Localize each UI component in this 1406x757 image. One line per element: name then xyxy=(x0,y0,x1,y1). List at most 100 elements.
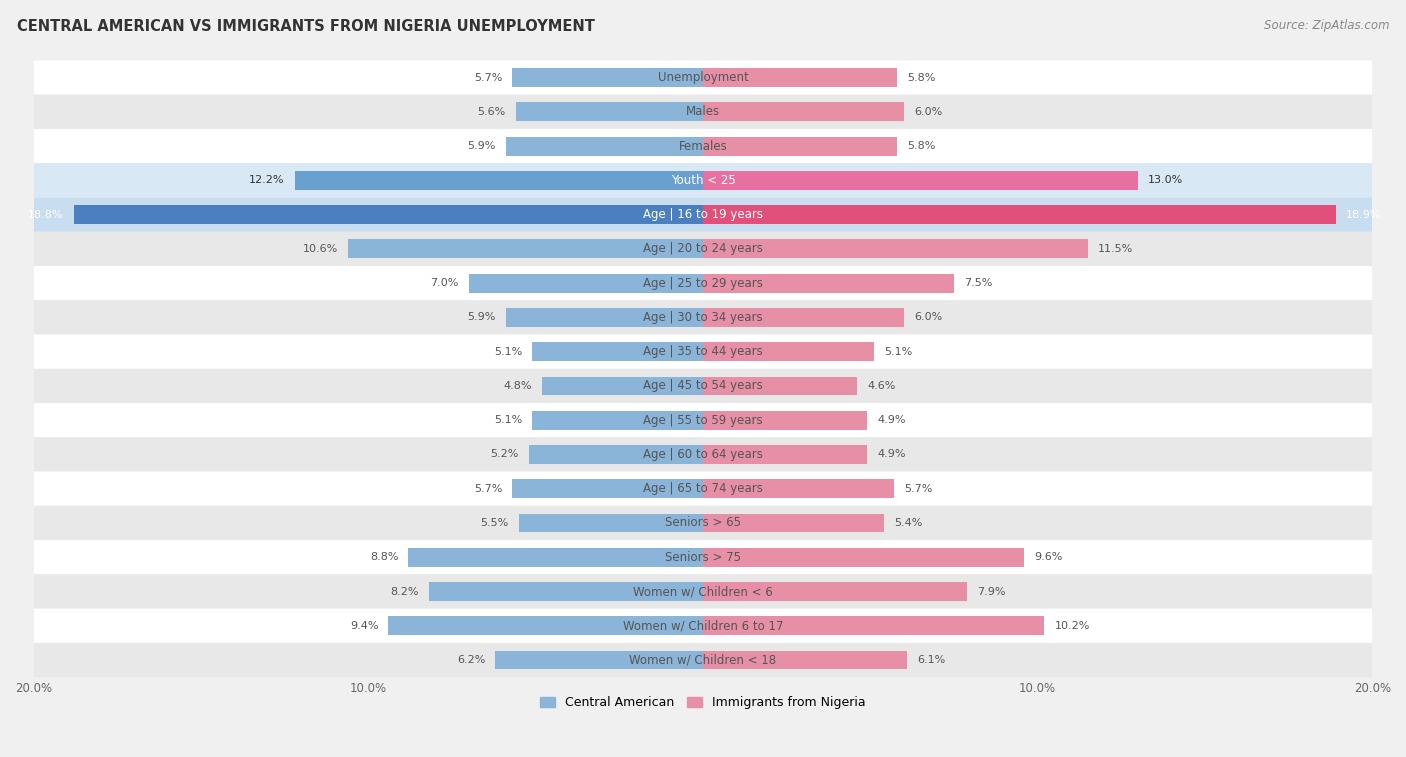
Bar xyxy=(533,342,703,361)
Bar xyxy=(703,479,894,498)
Text: 7.5%: 7.5% xyxy=(965,278,993,288)
Bar xyxy=(703,548,1025,567)
FancyBboxPatch shape xyxy=(34,95,1372,129)
FancyBboxPatch shape xyxy=(34,472,1372,506)
FancyBboxPatch shape xyxy=(34,643,1372,678)
Text: 4.8%: 4.8% xyxy=(503,381,533,391)
Text: 18.8%: 18.8% xyxy=(28,210,63,220)
Text: Seniors > 75: Seniors > 75 xyxy=(665,551,741,564)
Bar xyxy=(506,308,703,327)
Bar xyxy=(516,102,703,121)
Bar xyxy=(703,513,884,532)
FancyBboxPatch shape xyxy=(34,232,1372,266)
Text: 6.1%: 6.1% xyxy=(917,655,945,665)
Bar xyxy=(543,376,703,395)
Text: Unemployment: Unemployment xyxy=(658,71,748,84)
FancyBboxPatch shape xyxy=(34,164,1372,198)
Bar xyxy=(703,239,1088,258)
Legend: Central American, Immigrants from Nigeria: Central American, Immigrants from Nigeri… xyxy=(536,691,870,714)
Text: Age | 16 to 19 years: Age | 16 to 19 years xyxy=(643,208,763,221)
Text: 4.9%: 4.9% xyxy=(877,450,905,459)
Text: 5.1%: 5.1% xyxy=(494,347,522,357)
Text: Age | 45 to 54 years: Age | 45 to 54 years xyxy=(643,379,763,392)
Text: Age | 20 to 24 years: Age | 20 to 24 years xyxy=(643,242,763,255)
Bar xyxy=(703,68,897,87)
Bar xyxy=(703,274,955,292)
Text: 9.4%: 9.4% xyxy=(350,621,378,631)
Bar xyxy=(512,479,703,498)
FancyBboxPatch shape xyxy=(34,369,1372,403)
FancyBboxPatch shape xyxy=(34,403,1372,438)
FancyBboxPatch shape xyxy=(34,506,1372,540)
Text: Age | 35 to 44 years: Age | 35 to 44 years xyxy=(643,345,763,358)
Text: 6.0%: 6.0% xyxy=(914,313,942,322)
Bar xyxy=(495,650,703,669)
Text: 5.8%: 5.8% xyxy=(907,141,935,151)
Text: 5.7%: 5.7% xyxy=(474,484,502,494)
Text: 5.2%: 5.2% xyxy=(491,450,519,459)
Text: 6.2%: 6.2% xyxy=(457,655,485,665)
FancyBboxPatch shape xyxy=(34,266,1372,301)
Bar xyxy=(512,68,703,87)
Bar xyxy=(506,137,703,155)
Text: Youth < 25: Youth < 25 xyxy=(671,174,735,187)
Bar xyxy=(529,445,703,464)
Text: 7.9%: 7.9% xyxy=(977,587,1005,597)
Text: 5.1%: 5.1% xyxy=(494,415,522,425)
Text: 11.5%: 11.5% xyxy=(1098,244,1133,254)
Text: 4.6%: 4.6% xyxy=(868,381,896,391)
Bar xyxy=(533,411,703,430)
FancyBboxPatch shape xyxy=(34,301,1372,335)
Text: Source: ZipAtlas.com: Source: ZipAtlas.com xyxy=(1264,19,1389,32)
FancyBboxPatch shape xyxy=(34,609,1372,643)
Text: 8.8%: 8.8% xyxy=(370,553,398,562)
Text: Women w/ Children 6 to 17: Women w/ Children 6 to 17 xyxy=(623,619,783,632)
Text: 10.2%: 10.2% xyxy=(1054,621,1090,631)
Text: 5.8%: 5.8% xyxy=(907,73,935,83)
Bar xyxy=(703,616,1045,635)
FancyBboxPatch shape xyxy=(34,575,1372,609)
Bar xyxy=(468,274,703,292)
Text: Women w/ Children < 6: Women w/ Children < 6 xyxy=(633,585,773,598)
Text: 5.9%: 5.9% xyxy=(467,313,495,322)
Bar xyxy=(703,445,868,464)
Text: CENTRAL AMERICAN VS IMMIGRANTS FROM NIGERIA UNEMPLOYMENT: CENTRAL AMERICAN VS IMMIGRANTS FROM NIGE… xyxy=(17,19,595,34)
Text: Age | 65 to 74 years: Age | 65 to 74 years xyxy=(643,482,763,495)
Bar xyxy=(349,239,703,258)
Text: Age | 55 to 59 years: Age | 55 to 59 years xyxy=(643,413,763,427)
Text: 6.0%: 6.0% xyxy=(914,107,942,117)
Bar xyxy=(703,376,858,395)
Text: Males: Males xyxy=(686,105,720,118)
Bar xyxy=(295,171,703,190)
FancyBboxPatch shape xyxy=(34,129,1372,164)
Text: 5.7%: 5.7% xyxy=(904,484,932,494)
Text: 5.5%: 5.5% xyxy=(481,518,509,528)
Bar xyxy=(703,582,967,601)
Text: 7.0%: 7.0% xyxy=(430,278,458,288)
Text: 5.7%: 5.7% xyxy=(474,73,502,83)
Text: 5.6%: 5.6% xyxy=(477,107,506,117)
Bar xyxy=(703,650,907,669)
Text: 8.2%: 8.2% xyxy=(389,587,419,597)
Text: 13.0%: 13.0% xyxy=(1149,176,1184,185)
FancyBboxPatch shape xyxy=(34,438,1372,472)
Text: Age | 30 to 34 years: Age | 30 to 34 years xyxy=(643,311,763,324)
Bar xyxy=(409,548,703,567)
Bar xyxy=(519,513,703,532)
Text: Age | 60 to 64 years: Age | 60 to 64 years xyxy=(643,448,763,461)
Text: 9.6%: 9.6% xyxy=(1035,553,1063,562)
Text: Women w/ Children < 18: Women w/ Children < 18 xyxy=(630,653,776,666)
Text: 5.1%: 5.1% xyxy=(884,347,912,357)
Bar xyxy=(429,582,703,601)
Bar xyxy=(703,308,904,327)
Text: 12.2%: 12.2% xyxy=(249,176,284,185)
Bar xyxy=(703,411,868,430)
Text: 10.6%: 10.6% xyxy=(302,244,339,254)
Text: 5.4%: 5.4% xyxy=(894,518,922,528)
Text: Females: Females xyxy=(679,139,727,153)
FancyBboxPatch shape xyxy=(34,540,1372,575)
Text: 4.9%: 4.9% xyxy=(877,415,905,425)
Bar xyxy=(703,171,1137,190)
Text: Seniors > 65: Seniors > 65 xyxy=(665,516,741,529)
FancyBboxPatch shape xyxy=(34,198,1372,232)
